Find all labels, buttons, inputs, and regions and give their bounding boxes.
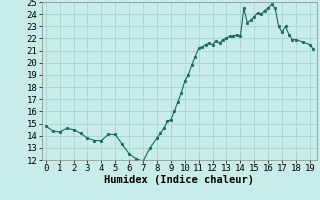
X-axis label: Humidex (Indice chaleur): Humidex (Indice chaleur)	[104, 175, 254, 185]
